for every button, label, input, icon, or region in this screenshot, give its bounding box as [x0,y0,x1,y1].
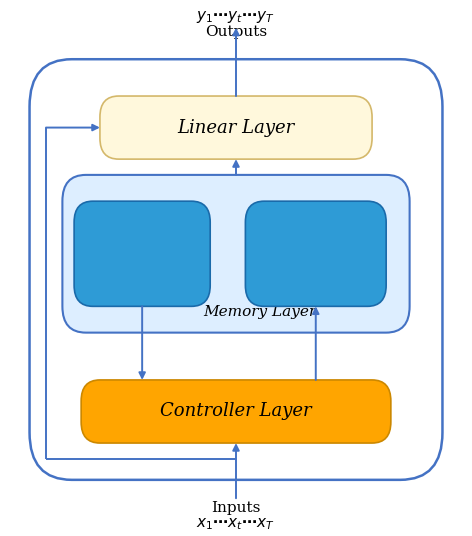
Text: Memory  Module: Memory Module [76,260,208,274]
FancyBboxPatch shape [100,96,372,159]
Text: Memory Module: Memory Module [252,260,379,274]
Text: Linear Layer: Linear Layer [177,118,295,137]
FancyBboxPatch shape [245,201,386,307]
Text: Memory Layer: Memory Layer [203,306,316,319]
FancyBboxPatch shape [74,201,210,307]
Text: Inputs: Inputs [211,501,261,515]
Text: Controller Layer: Controller Layer [160,403,312,421]
Text: Long-term: Long-term [102,236,183,250]
Text: Outputs: Outputs [205,25,267,39]
Text: Working: Working [283,236,348,250]
FancyBboxPatch shape [62,175,410,333]
FancyBboxPatch shape [81,380,391,443]
FancyBboxPatch shape [30,59,442,480]
Text: $\boldsymbol{x_1\cdots x_t\cdots x_T}$: $\boldsymbol{x_1\cdots x_t\cdots x_T}$ [196,517,276,532]
Text: $\boldsymbol{y_1\cdots y_t\cdots y_T}$: $\boldsymbol{y_1\cdots y_t\cdots y_T}$ [196,9,276,25]
